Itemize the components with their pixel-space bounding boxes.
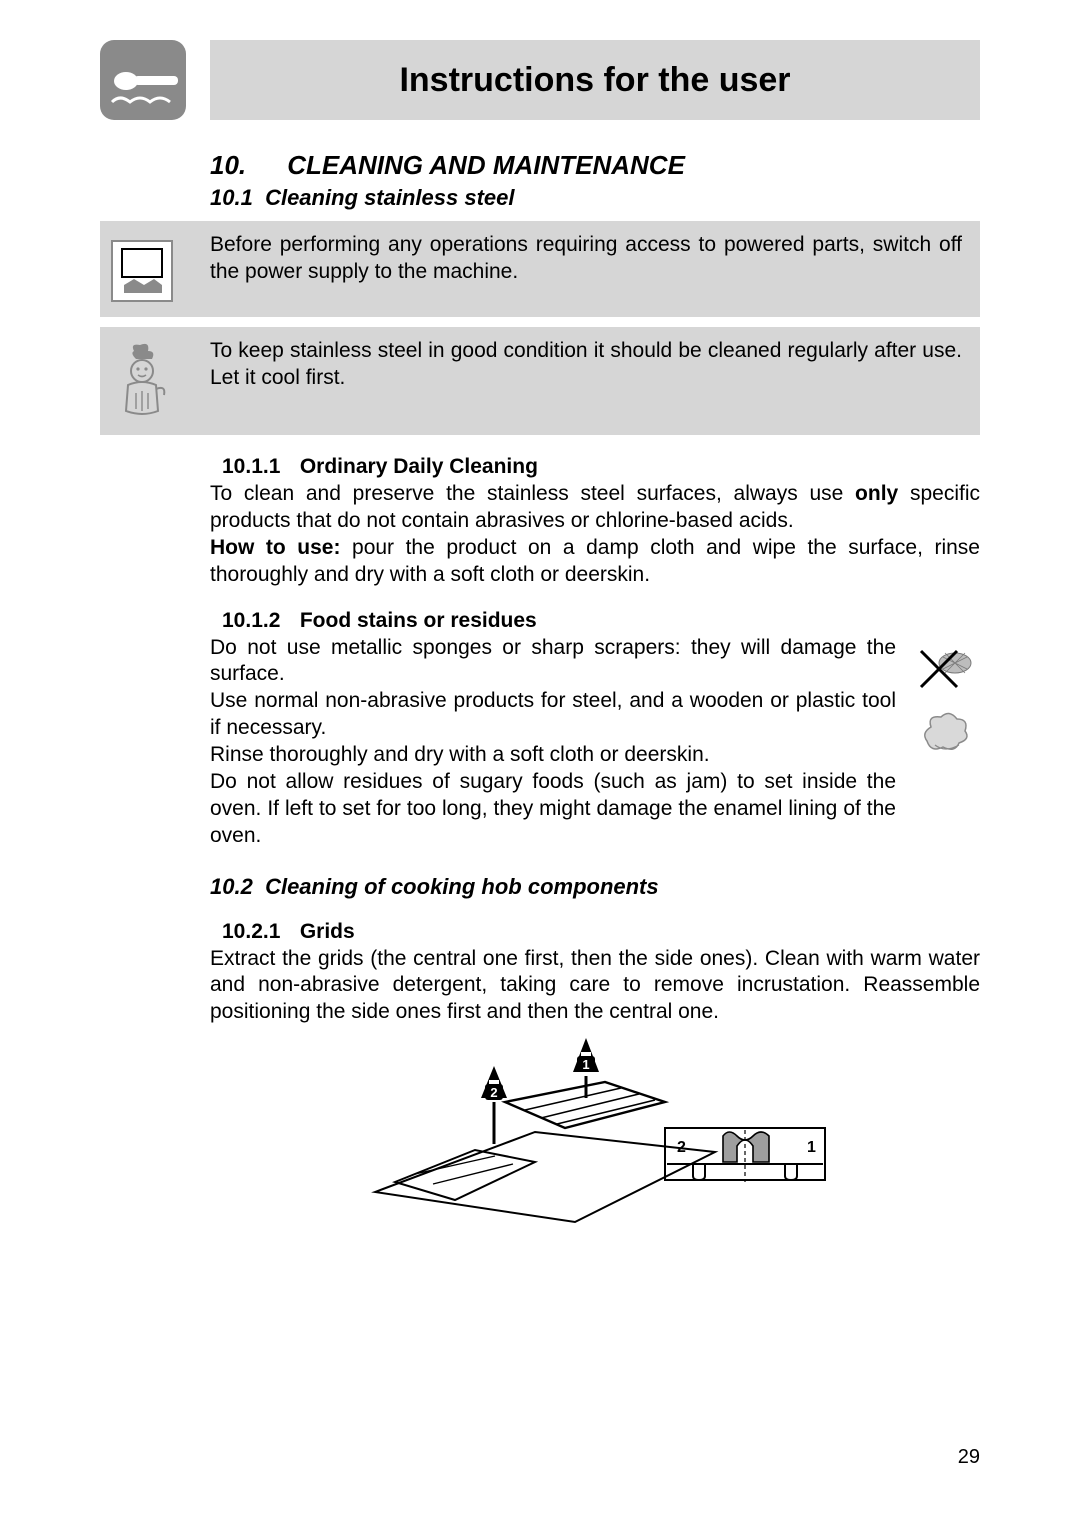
soft-cloth-icon [915,705,975,761]
header-title: Instructions for the user [399,61,790,100]
tip-callout: To keep stainless steel in good conditio… [100,327,980,435]
power-off-icon [100,231,210,307]
no-metal-sponge-icon [915,645,975,697]
section-10-title: CLEANING AND MAINTENANCE [287,150,685,180]
section-10-1-1-heading: 10.1.1 Ordinary Daily Cleaning [210,455,980,479]
chef-tip-icon [100,337,210,425]
header-title-bar: Instructions for the user [210,40,980,120]
section-10-1-title: Cleaning stainless steel [265,185,514,210]
section-10-1-2-title: Food stains or residues [300,609,537,632]
section-10-1-2-body: Do not use metallic sponges or sharp scr… [210,635,896,850]
section-10-1-1-p1: To clean and preserve the stainless stee… [210,481,980,535]
section-10-2-num: 10.2 [210,874,253,899]
grid-diagram: 1 2 2 1 [210,1032,980,1232]
tip-text: To keep stainless steel in good conditio… [210,337,970,425]
section-10-1-2-num: 10.1.2 [210,609,294,633]
page-header: Instructions for the user [100,40,980,120]
section-10-1-1-title: Ordinary Daily Cleaning [300,455,538,478]
section-10-2-1-num: 10.2.1 [210,920,294,944]
chef-logo-icon [100,40,210,120]
section-10-2-title: Cleaning of cooking hob components [265,874,659,899]
svg-text:1: 1 [807,1139,816,1156]
section-10-2-1-heading: 10.2.1 Grids [210,920,980,944]
section-10-2-1-title: Grids [300,920,355,943]
page-number: 29 [958,1446,980,1469]
warning-callout: Before performing any operations requiri… [100,221,980,317]
section-10-num: 10. [210,150,280,181]
section-10-1-1-num: 10.1.1 [210,455,294,479]
warning-text: Before performing any operations requiri… [210,231,970,307]
svg-text:1: 1 [582,1057,589,1072]
svg-text:2: 2 [677,1139,686,1156]
section-10-2-1-body: Extract the grids (the central one first… [210,946,980,1027]
section-10-2-heading: 10.2 Cleaning of cooking hob components [210,874,980,900]
section-10-1-2-heading: 10.1.2 Food stains or residues [210,609,980,633]
section-10-1-num: 10.1 [210,185,253,210]
svg-text:2: 2 [490,1085,497,1100]
section-10-heading: 10. CLEANING AND MAINTENANCE [210,150,980,181]
section-10-1-1-p2: How to use: pour the product on a damp c… [210,535,980,589]
section-10-1-heading: 10.1 Cleaning stainless steel [210,185,980,211]
do-not-icons [910,635,980,761]
